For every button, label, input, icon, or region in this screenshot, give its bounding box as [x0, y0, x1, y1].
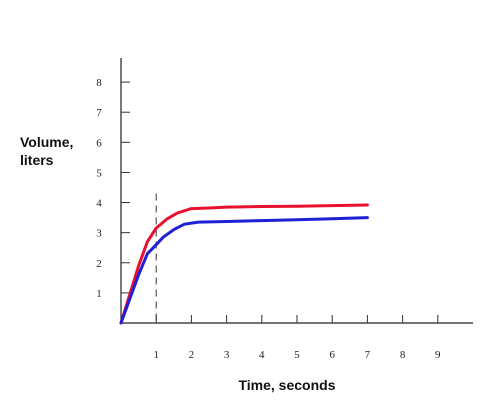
x-tick-label-7: 7	[365, 349, 371, 361]
x-tick-label-6: 6	[329, 349, 335, 361]
y-axis-title-line-1: Volume,	[20, 134, 73, 150]
chart-ticks: 1 2 3 4 5 6 7 8 1 2 3 4 5 6 7 8 9	[96, 77, 441, 361]
chart-series-layer	[119, 203, 369, 325]
x-tick-label-2: 2	[189, 349, 195, 361]
series-line-2	[119, 216, 369, 325]
y-tick-label-4: 4	[96, 198, 102, 210]
y-axis-title-line-2: liters	[20, 152, 54, 168]
x-tick-label-5: 5	[294, 349, 300, 361]
y-tick-label-8: 8	[96, 77, 102, 89]
x-axis-title: Time, seconds	[238, 377, 335, 393]
series-line-1	[119, 203, 369, 325]
chart-axes	[120, 58, 473, 324]
y-tick-label-1: 1	[96, 288, 102, 300]
x-tick-label-1: 1	[153, 349, 159, 361]
y-tick-label-5: 5	[96, 167, 102, 179]
y-tick-label-2: 2	[96, 258, 102, 270]
x-tick-label-9: 9	[435, 349, 441, 361]
x-tick-label-3: 3	[224, 349, 230, 361]
y-tick-label-7: 7	[96, 107, 102, 119]
x-tick-label-8: 8	[400, 349, 406, 361]
y-tick-label-3: 3	[96, 228, 102, 240]
x-tick-label-4: 4	[259, 349, 265, 361]
y-tick-label-6: 6	[96, 137, 102, 149]
